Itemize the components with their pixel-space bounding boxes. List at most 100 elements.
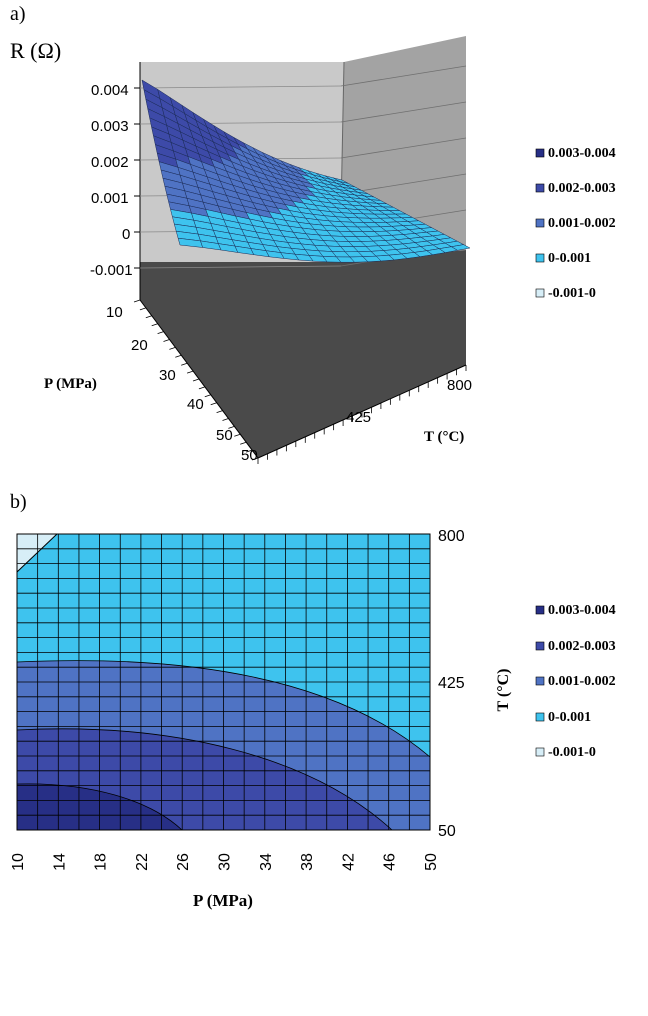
x-tick-label-50: 50 bbox=[423, 853, 440, 871]
x-tick-label-10: 10 bbox=[10, 853, 27, 871]
p-tick-9 bbox=[186, 370, 194, 374]
panel-a-label: a) bbox=[10, 3, 26, 25]
p-tick-5 bbox=[163, 339, 170, 342]
legend-b-label-3: 0-0.001 bbox=[548, 710, 591, 725]
surface-chart: a) R (Ω) 0.004 0.003 0.002 0.001 0 -0.00… bbox=[10, 3, 616, 464]
p-tick-label-30: 30 bbox=[159, 367, 176, 384]
x-axis-title: P (MPa) bbox=[193, 891, 253, 910]
surface-cell-19-19 bbox=[450, 244, 471, 251]
p-tick-4 bbox=[157, 331, 164, 334]
p-tick-6 bbox=[169, 347, 176, 350]
p-tick-8 bbox=[181, 362, 188, 366]
contour-line-0.001 bbox=[17, 660, 430, 758]
contour-line-0.003 bbox=[17, 783, 183, 830]
p-tick-3 bbox=[151, 323, 158, 327]
wall-gridline-right-1 bbox=[340, 101, 467, 123]
p-ticks bbox=[133, 299, 259, 461]
surface-mesh bbox=[141, 79, 471, 263]
p-tick-label-10: 10 bbox=[106, 304, 123, 321]
contour-chart: b) 10 14 18 22 26 30 34 38 42 46 50 800 425 50 T (… bbox=[10, 491, 616, 910]
x-tick-label-42: 42 bbox=[340, 853, 357, 871]
p-tick-label-40: 40 bbox=[187, 396, 204, 413]
panel-b-label: b) bbox=[10, 491, 27, 513]
y-axis-title: T (°C) bbox=[495, 669, 512, 712]
p-tick-label-20: 20 bbox=[131, 337, 148, 354]
legend-b-swatch-0 bbox=[535, 605, 545, 615]
y-tick-label-425: 425 bbox=[438, 675, 465, 692]
p-tick-0 bbox=[133, 299, 141, 303]
p-tick-16 bbox=[228, 426, 235, 429]
contour-line-0.002 bbox=[17, 728, 393, 830]
legend-b-swatch-1 bbox=[535, 641, 545, 651]
legend-a-swatch-1 bbox=[535, 183, 545, 193]
z-tick-label-0: 0 bbox=[122, 226, 130, 243]
contour-lines bbox=[17, 534, 430, 830]
z-tick-label-0.004: 0.004 bbox=[91, 82, 129, 99]
p-tick-19 bbox=[245, 449, 253, 453]
p-tick-7 bbox=[175, 354, 182, 358]
p-tick-2 bbox=[145, 315, 152, 319]
legend-a-label-0: 0.003-0.004 bbox=[548, 146, 616, 161]
x-tick-label-46: 46 bbox=[382, 853, 399, 871]
wall-gridline-right-0 bbox=[340, 65, 467, 87]
p-tick-20 bbox=[251, 457, 259, 461]
z-tick-label-0.001: 0.001 bbox=[91, 190, 129, 207]
z-tick-label-0.003: 0.003 bbox=[91, 118, 129, 135]
legend-a-label-2: 0.001-0.002 bbox=[548, 216, 616, 231]
p-tick-17 bbox=[234, 433, 241, 437]
p-tick-label-50: 50 bbox=[241, 447, 258, 464]
legend-b-swatch-4 bbox=[535, 747, 545, 757]
x-tick-label-18: 18 bbox=[93, 853, 110, 871]
x-tick-label-26: 26 bbox=[175, 853, 192, 871]
legend-b-swatch-2 bbox=[535, 676, 545, 686]
plot-frame bbox=[16, 533, 431, 831]
p-tick-12 bbox=[204, 394, 211, 398]
wall-gridline-right-2 bbox=[340, 137, 467, 159]
p-tick-13 bbox=[210, 402, 217, 406]
x-tick-label-30: 30 bbox=[217, 853, 234, 871]
t-ticks bbox=[257, 365, 467, 464]
legend-a-swatch-3 bbox=[535, 253, 545, 263]
p-tick-11 bbox=[198, 386, 206, 390]
legend-b-label-4: -0.001-0 bbox=[548, 745, 596, 760]
legend-b-label-0: 0.003-0.004 bbox=[548, 603, 616, 618]
z-tick-label-neg0.001: -0.001 bbox=[90, 262, 133, 279]
legend-b-label-1: 0.002-0.003 bbox=[548, 639, 616, 654]
p-tick-18 bbox=[240, 441, 247, 445]
contour-line-0 bbox=[17, 534, 58, 573]
legend-a-label-1: 0.002-0.003 bbox=[548, 181, 616, 196]
floor bbox=[140, 250, 466, 458]
legend-a-swatch-2 bbox=[535, 218, 545, 228]
legend-b-label-2: 0.001-0.002 bbox=[548, 674, 616, 689]
legend-a-label-3: 0-0.001 bbox=[548, 251, 591, 266]
legend-a: 0.003-0.004 0.002-0.003 0.001-0.002 0-0.… bbox=[535, 146, 616, 301]
x-tick-label-38: 38 bbox=[299, 853, 316, 871]
legend-b: 0.003-0.004 0.002-0.003 0.001-0.002 0-0.… bbox=[535, 603, 616, 760]
p-axis-title: P (MPa) bbox=[44, 376, 97, 392]
legend-a-swatch-4 bbox=[535, 288, 545, 298]
y-tick-label-50: 50 bbox=[438, 823, 456, 840]
x-tick-labels: 10 14 18 22 26 30 34 38 42 46 50 bbox=[10, 853, 440, 871]
legend-a-swatch-0 bbox=[535, 148, 545, 158]
wall-gridline-left-5 bbox=[139, 265, 342, 269]
y-tick-label-800: 800 bbox=[438, 528, 465, 545]
x-tick-label-34: 34 bbox=[258, 853, 275, 871]
legend-a-label-4: -0.001-0 bbox=[548, 286, 596, 301]
p-tick-1 bbox=[139, 307, 147, 311]
contour-grid bbox=[17, 534, 430, 830]
legend-b-swatch-3 bbox=[535, 712, 545, 722]
p-tick-label-50a: 50 bbox=[216, 427, 233, 444]
p-tick-10 bbox=[192, 378, 200, 382]
x-tick-label-22: 22 bbox=[134, 853, 151, 871]
t-tick-label-800: 800 bbox=[447, 377, 472, 394]
p-tick-15 bbox=[222, 418, 229, 421]
z-axis-title: R (Ω) bbox=[10, 38, 61, 63]
t-tick-label-425: 425 bbox=[346, 409, 371, 426]
p-tick-14 bbox=[216, 410, 223, 413]
x-tick-label-14: 14 bbox=[51, 853, 68, 871]
wall-gridline-left-0 bbox=[139, 85, 342, 89]
z-ticks bbox=[134, 87, 140, 269]
t-axis-title: T (°C) bbox=[424, 429, 464, 445]
